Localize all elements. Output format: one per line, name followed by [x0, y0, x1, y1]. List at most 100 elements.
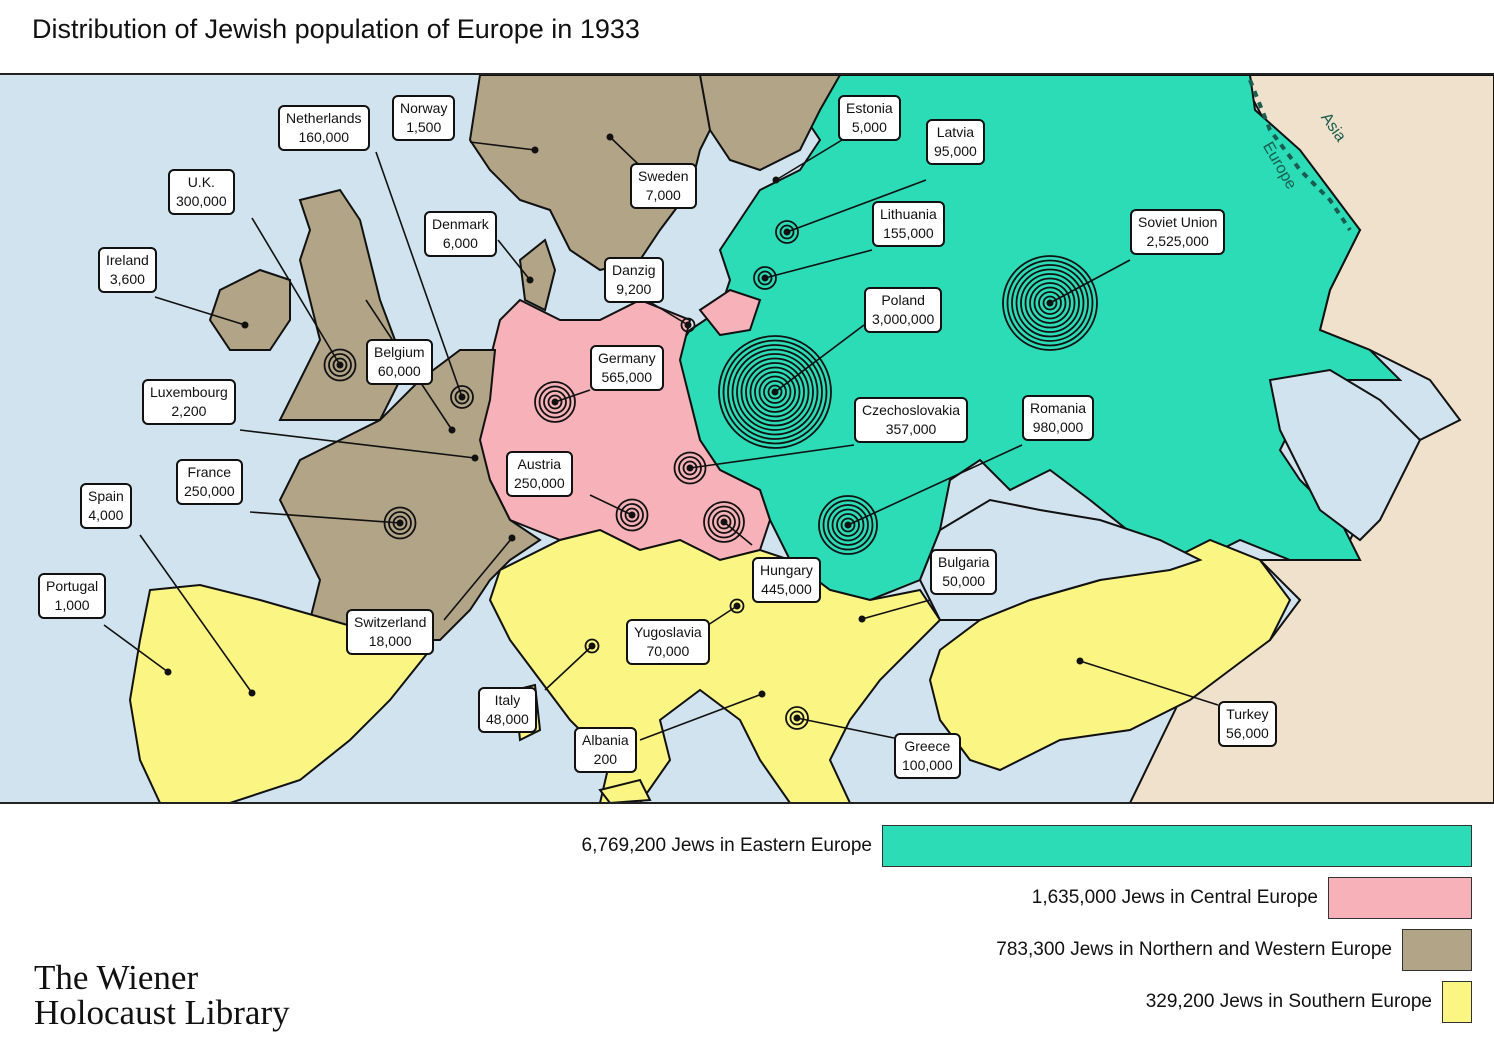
leader-line-denmark	[497, 239, 531, 281]
leader-line-austria	[589, 494, 633, 516]
marker-dot	[471, 454, 479, 462]
marker-dot	[1076, 657, 1084, 665]
marker-norway	[531, 146, 539, 154]
continent-boundary	[1248, 79, 1352, 232]
marker-danzig	[680, 317, 696, 333]
marker-germany	[534, 381, 576, 423]
marker-czech	[673, 451, 707, 485]
label-norway: Norway 1,500	[392, 95, 456, 141]
label-netherlands: Netherlands 160,000	[278, 105, 370, 151]
marker-ring	[727, 344, 823, 440]
marker-ring	[547, 394, 563, 410]
marker-dot	[606, 133, 614, 141]
marker-ring	[1011, 264, 1089, 342]
label-bulgaria: Bulgaria 50,000	[930, 549, 998, 595]
marker-dot	[733, 602, 741, 610]
marker-ring	[392, 515, 408, 531]
label-ireland: Ireland 3,600	[98, 247, 157, 293]
marker-luxembourg	[471, 454, 479, 462]
marker-ring	[584, 638, 600, 654]
leader-line-greece	[796, 717, 895, 739]
marker-ring	[682, 460, 698, 476]
label-germany: Germany 565,000	[590, 345, 664, 391]
marker-ireland	[241, 321, 249, 329]
marker-netherlands	[450, 385, 474, 409]
leader-line-estonia	[775, 139, 843, 181]
label-france: France 250,000	[176, 459, 243, 505]
region-northern-finland	[698, 75, 842, 172]
marker-dot	[686, 464, 694, 472]
marker-ring	[323, 348, 357, 382]
label-estonia: Estonia 5,000	[838, 95, 901, 141]
marker-ring	[703, 501, 745, 543]
marker-ring	[1042, 295, 1058, 311]
marker-ring	[729, 598, 745, 614]
marker-ring	[836, 513, 860, 537]
marker-estonia	[772, 176, 780, 184]
label-yugoslavia: Yugoslavia 70,000	[626, 619, 710, 665]
marker-denmark	[526, 276, 534, 284]
marker-hungary	[703, 501, 745, 543]
marker-ring	[818, 495, 878, 555]
label-sweden: Sweden 7,000	[630, 163, 697, 209]
top-divider	[0, 73, 1494, 75]
marker-ring	[758, 375, 792, 409]
marker-sweden	[606, 133, 614, 141]
leader-line-france	[249, 511, 401, 524]
legend-eastern-label: 6,769,200 Jews in Eastern Europe	[581, 835, 872, 856]
marker-ring	[454, 389, 470, 405]
marker-dot	[1046, 299, 1054, 307]
legend-eastern-bar	[882, 825, 1472, 867]
marker-ring	[1020, 273, 1080, 333]
leader-line-italy	[544, 645, 593, 691]
marker-france	[383, 506, 417, 540]
marker-ring	[538, 385, 572, 419]
logo-line-1: The Wiener	[34, 958, 199, 997]
label-belgium: Belgium 60,000	[366, 339, 433, 385]
marker-belgium	[448, 426, 456, 434]
marker-dot	[758, 690, 766, 698]
region-central-prussia	[698, 288, 762, 337]
label-luxembourg: Luxembourg 2,200	[142, 379, 236, 425]
marker-dot	[772, 176, 780, 184]
leader-line-bulgaria	[861, 599, 931, 620]
marker-ring	[624, 507, 640, 523]
marker-ring	[753, 266, 777, 290]
marker-dot	[844, 521, 852, 529]
leader-line-albania	[639, 693, 763, 741]
marker-ring	[716, 514, 732, 530]
marker-bulgaria	[858, 615, 866, 623]
legend-central-bar	[1328, 877, 1472, 919]
label-czechoslovakia: Czechoslovakia 357,000	[854, 397, 969, 443]
marker-dot	[526, 276, 534, 284]
leader-line-luxembourg	[239, 429, 476, 459]
marker-ring	[749, 366, 801, 418]
marker-italy	[584, 638, 600, 654]
marker-ring	[789, 710, 805, 726]
marker-dot	[241, 321, 249, 329]
marker-ring	[718, 335, 832, 449]
marker-ring	[1038, 291, 1062, 315]
marker-lithuania	[753, 266, 777, 290]
legend-northern-western: 783,300 Jews in Northern and Western Eur…	[996, 928, 1472, 972]
marker-ring	[785, 706, 809, 730]
marker-ring	[680, 317, 696, 333]
leader-line-uk	[251, 217, 341, 366]
label-italy: Italy 48,000	[478, 687, 537, 733]
label-albania: Albania 200	[574, 727, 637, 773]
marker-dot	[858, 615, 866, 623]
logo-line-2: Holocaust Library	[34, 993, 290, 1032]
marker-dot	[588, 642, 596, 650]
marker-dot	[448, 426, 456, 434]
label-spain: Spain 4,000	[80, 483, 132, 529]
label-latvia: Latvia 95,000	[926, 119, 985, 165]
map-title: Distribution of Jewish population of Eur…	[32, 14, 640, 44]
marker-ring	[827, 504, 869, 546]
europe-map: Europe Asia Norway 1,500 Netherlands 160,0…	[0, 75, 1494, 803]
marker-switzerland	[508, 534, 516, 542]
marker-ring	[620, 503, 644, 527]
marker-soviet	[1002, 255, 1098, 351]
legend-eastern: 6,769,200 Jews in Eastern Europe	[582, 824, 1472, 868]
marker-greece	[785, 706, 809, 730]
marker-ring	[731, 348, 819, 436]
